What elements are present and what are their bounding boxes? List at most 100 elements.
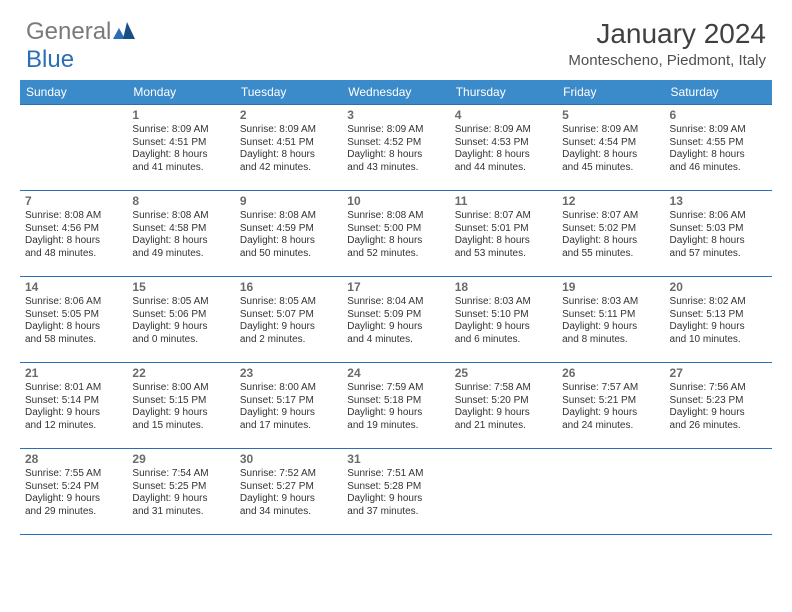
sunset-text: Sunset: 5:06 PM — [132, 309, 229, 322]
day-number: 30 — [240, 452, 337, 467]
day-number: 17 — [347, 280, 444, 295]
weekday-header: Tuesday — [235, 80, 342, 105]
day-number: 9 — [240, 194, 337, 209]
daylight-text: Daylight: 8 hours — [240, 235, 337, 248]
day-number: 28 — [25, 452, 122, 467]
sunset-text: Sunset: 5:02 PM — [562, 223, 659, 236]
day-number: 20 — [670, 280, 767, 295]
day-number: 3 — [347, 108, 444, 123]
sunset-text: Sunset: 5:03 PM — [670, 223, 767, 236]
daylight-text: and 48 minutes. — [25, 248, 122, 261]
daylight-text: and 31 minutes. — [132, 506, 229, 519]
sunrise-text: Sunrise: 8:09 AM — [347, 124, 444, 137]
calendar-cell: 26Sunrise: 7:57 AMSunset: 5:21 PMDayligh… — [557, 363, 664, 449]
daylight-text: and 49 minutes. — [132, 248, 229, 261]
daylight-text: Daylight: 9 hours — [670, 321, 767, 334]
calendar-cell: 27Sunrise: 7:56 AMSunset: 5:23 PMDayligh… — [665, 363, 772, 449]
calendar-cell: 8Sunrise: 8:08 AMSunset: 4:58 PMDaylight… — [127, 191, 234, 277]
sunrise-text: Sunrise: 8:00 AM — [132, 382, 229, 395]
sunrise-text: Sunrise: 8:03 AM — [455, 296, 552, 309]
sunset-text: Sunset: 5:10 PM — [455, 309, 552, 322]
sunset-text: Sunset: 5:20 PM — [455, 395, 552, 408]
day-number: 21 — [25, 366, 122, 381]
day-number: 16 — [240, 280, 337, 295]
sunset-text: Sunset: 4:58 PM — [132, 223, 229, 236]
sunrise-text: Sunrise: 7:54 AM — [132, 468, 229, 481]
day-number: 1 — [132, 108, 229, 123]
sunrise-text: Sunrise: 8:09 AM — [670, 124, 767, 137]
daylight-text: and 15 minutes. — [132, 420, 229, 433]
calendar-cell: 30Sunrise: 7:52 AMSunset: 5:27 PMDayligh… — [235, 449, 342, 535]
sunrise-text: Sunrise: 7:55 AM — [25, 468, 122, 481]
calendar-cell: 16Sunrise: 8:05 AMSunset: 5:07 PMDayligh… — [235, 277, 342, 363]
sunrise-text: Sunrise: 8:09 AM — [455, 124, 552, 137]
sunrise-text: Sunrise: 8:05 AM — [132, 296, 229, 309]
daylight-text: Daylight: 9 hours — [132, 321, 229, 334]
brand-part2: Blue — [26, 46, 74, 73]
calendar-cell — [450, 449, 557, 535]
daylight-text: Daylight: 8 hours — [25, 321, 122, 334]
daylight-text: Daylight: 9 hours — [455, 321, 552, 334]
daylight-text: Daylight: 9 hours — [132, 407, 229, 420]
day-number: 12 — [562, 194, 659, 209]
day-number: 8 — [132, 194, 229, 209]
calendar-cell — [557, 449, 664, 535]
day-number: 29 — [132, 452, 229, 467]
day-number: 31 — [347, 452, 444, 467]
daylight-text: Daylight: 8 hours — [347, 235, 444, 248]
sunset-text: Sunset: 5:17 PM — [240, 395, 337, 408]
daylight-text: Daylight: 9 hours — [455, 407, 552, 420]
calendar-cell: 9Sunrise: 8:08 AMSunset: 4:59 PMDaylight… — [235, 191, 342, 277]
day-number: 10 — [347, 194, 444, 209]
weekday-header: Saturday — [665, 80, 772, 105]
calendar-cell: 12Sunrise: 8:07 AMSunset: 5:02 PMDayligh… — [557, 191, 664, 277]
sunset-text: Sunset: 4:59 PM — [240, 223, 337, 236]
calendar-cell: 28Sunrise: 7:55 AMSunset: 5:24 PMDayligh… — [20, 449, 127, 535]
day-number: 19 — [562, 280, 659, 295]
calendar-cell: 15Sunrise: 8:05 AMSunset: 5:06 PMDayligh… — [127, 277, 234, 363]
calendar-cell — [665, 449, 772, 535]
title-area: January 2024 Montescheno, Piedmont, Ital… — [568, 18, 766, 73]
daylight-text: Daylight: 8 hours — [132, 235, 229, 248]
sunrise-text: Sunrise: 8:07 AM — [562, 210, 659, 223]
calendar-cell: 11Sunrise: 8:07 AMSunset: 5:01 PMDayligh… — [450, 191, 557, 277]
daylight-text: Daylight: 8 hours — [670, 149, 767, 162]
daylight-text: and 53 minutes. — [455, 248, 552, 261]
day-number: 5 — [562, 108, 659, 123]
header: GeneralBlue January 2024 Montescheno, Pi… — [0, 0, 792, 80]
calendar-cell: 2Sunrise: 8:09 AMSunset: 4:51 PMDaylight… — [235, 105, 342, 191]
daylight-text: and 42 minutes. — [240, 162, 337, 175]
sunset-text: Sunset: 5:15 PM — [132, 395, 229, 408]
sunset-text: Sunset: 5:23 PM — [670, 395, 767, 408]
calendar-cell: 17Sunrise: 8:04 AMSunset: 5:09 PMDayligh… — [342, 277, 449, 363]
sunset-text: Sunset: 5:25 PM — [132, 481, 229, 494]
brand-part1: General — [26, 18, 111, 45]
daylight-text: Daylight: 9 hours — [25, 493, 122, 506]
sunrise-text: Sunrise: 7:59 AM — [347, 382, 444, 395]
sunrise-text: Sunrise: 8:09 AM — [240, 124, 337, 137]
calendar-body: 1Sunrise: 8:09 AMSunset: 4:51 PMDaylight… — [20, 105, 772, 535]
day-number: 27 — [670, 366, 767, 381]
sunrise-text: Sunrise: 8:08 AM — [132, 210, 229, 223]
daylight-text: and 34 minutes. — [240, 506, 337, 519]
day-number: 2 — [240, 108, 337, 123]
sunset-text: Sunset: 5:18 PM — [347, 395, 444, 408]
calendar-cell: 20Sunrise: 8:02 AMSunset: 5:13 PMDayligh… — [665, 277, 772, 363]
day-number: 13 — [670, 194, 767, 209]
day-number: 24 — [347, 366, 444, 381]
calendar-row: 28Sunrise: 7:55 AMSunset: 5:24 PMDayligh… — [20, 449, 772, 535]
daylight-text: and 17 minutes. — [240, 420, 337, 433]
sunrise-text: Sunrise: 8:04 AM — [347, 296, 444, 309]
calendar-cell: 22Sunrise: 8:00 AMSunset: 5:15 PMDayligh… — [127, 363, 234, 449]
calendar-row: 1Sunrise: 8:09 AMSunset: 4:51 PMDaylight… — [20, 105, 772, 191]
calendar-cell: 31Sunrise: 7:51 AMSunset: 5:28 PMDayligh… — [342, 449, 449, 535]
daylight-text: and 0 minutes. — [132, 334, 229, 347]
calendar-cell: 4Sunrise: 8:09 AMSunset: 4:53 PMDaylight… — [450, 105, 557, 191]
sunset-text: Sunset: 5:05 PM — [25, 309, 122, 322]
day-number: 11 — [455, 194, 552, 209]
calendar-cell: 21Sunrise: 8:01 AMSunset: 5:14 PMDayligh… — [20, 363, 127, 449]
daylight-text: and 4 minutes. — [347, 334, 444, 347]
calendar-cell: 10Sunrise: 8:08 AMSunset: 5:00 PMDayligh… — [342, 191, 449, 277]
sunset-text: Sunset: 5:24 PM — [25, 481, 122, 494]
sunrise-text: Sunrise: 8:08 AM — [240, 210, 337, 223]
